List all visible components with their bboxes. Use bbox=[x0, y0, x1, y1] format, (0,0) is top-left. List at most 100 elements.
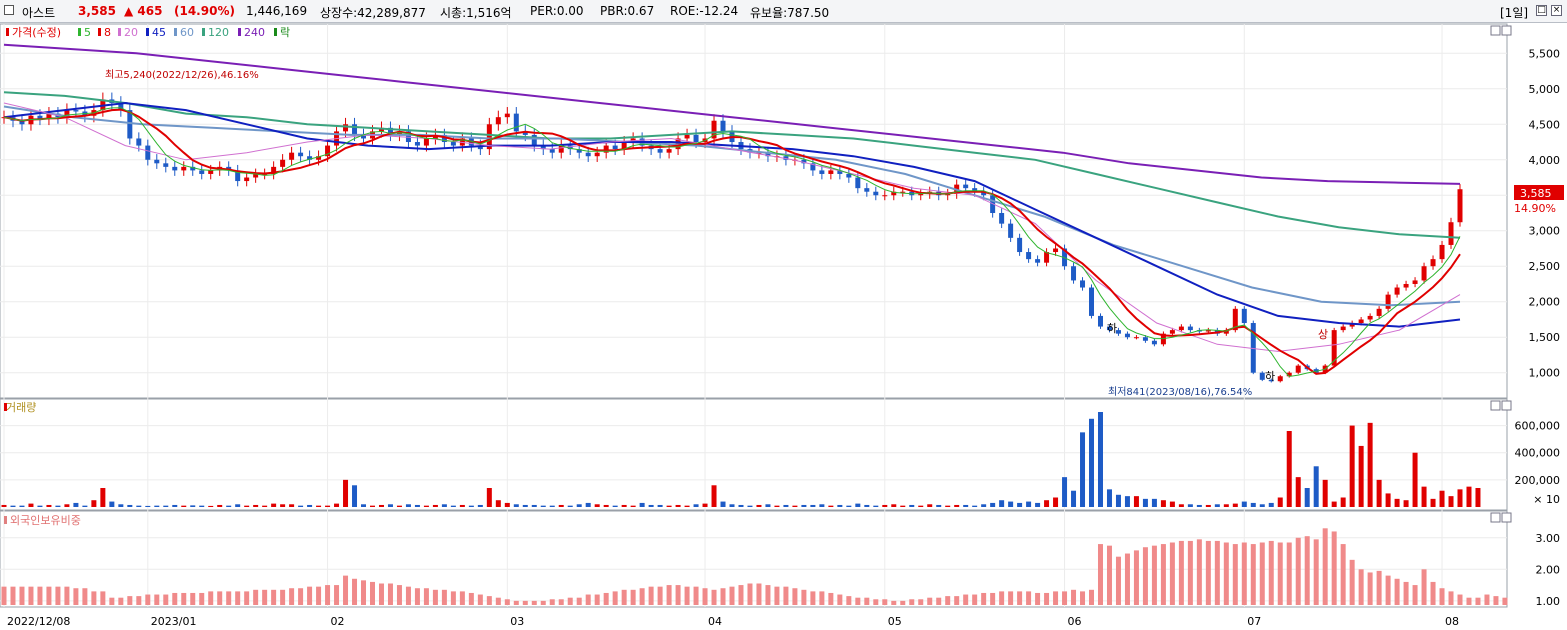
period-label[interactable]: [1일] bbox=[1500, 6, 1529, 20]
candle-body bbox=[1106, 326, 1112, 331]
foreign-bar bbox=[441, 589, 447, 605]
volume-bar bbox=[1106, 489, 1112, 507]
foreign-bar bbox=[1214, 540, 1220, 605]
candle-body bbox=[1412, 280, 1418, 284]
volume-bar bbox=[190, 505, 196, 507]
volume-legend: 거래량 bbox=[6, 401, 36, 414]
candle-body bbox=[585, 152, 591, 157]
maximize-icon[interactable]: □ bbox=[1536, 5, 1547, 16]
candle-body bbox=[1403, 283, 1409, 288]
candle-body bbox=[567, 145, 573, 150]
high-annotation: 최고5,240(2022/12/26),46.16% bbox=[105, 69, 259, 81]
volume-bar bbox=[540, 505, 546, 507]
volume-bar bbox=[1, 504, 7, 507]
volume-bar bbox=[873, 505, 879, 507]
volume-bar bbox=[576, 504, 582, 507]
select-checkbox[interactable] bbox=[4, 5, 14, 15]
volume-bar bbox=[1466, 486, 1472, 507]
volume-bar bbox=[1286, 431, 1292, 507]
foreign-bar bbox=[73, 588, 79, 605]
candle-body bbox=[720, 120, 726, 132]
volume-bar bbox=[729, 504, 735, 507]
foreign-bar bbox=[693, 586, 699, 605]
volume-bar bbox=[855, 503, 861, 507]
candle-body bbox=[1277, 376, 1283, 382]
candle-body bbox=[1232, 308, 1238, 331]
foreign-bar bbox=[612, 591, 618, 605]
candle-body bbox=[118, 102, 124, 111]
foreign-bar bbox=[1017, 591, 1023, 605]
foreign-bar bbox=[1, 586, 7, 605]
foreign-bar bbox=[414, 588, 420, 605]
volume-bar bbox=[882, 504, 888, 507]
foreign-bar bbox=[1286, 542, 1292, 605]
candle-body bbox=[603, 145, 609, 153]
foreign-bar bbox=[1340, 544, 1346, 605]
volume-bar bbox=[235, 504, 241, 507]
candle-body bbox=[900, 191, 906, 193]
foreign-bar bbox=[82, 588, 88, 605]
foreign-bar bbox=[684, 586, 690, 605]
legend-item: 45 bbox=[152, 26, 166, 39]
foreign-bar bbox=[819, 591, 825, 605]
volume-bar bbox=[747, 505, 753, 507]
volume-bar bbox=[783, 504, 789, 507]
volume-bar bbox=[621, 504, 627, 507]
volume-bar bbox=[720, 501, 726, 507]
candle-body bbox=[486, 124, 492, 150]
legend-item: 5 bbox=[84, 26, 91, 39]
ma240-line bbox=[3, 43, 1461, 185]
volume-bar bbox=[136, 505, 142, 507]
legend-marker bbox=[98, 28, 101, 36]
stock-price: 3,585 bbox=[78, 4, 116, 18]
volume-bar bbox=[639, 502, 645, 507]
volume-bar bbox=[1071, 490, 1077, 507]
volume-bar bbox=[1313, 466, 1319, 507]
candle-body bbox=[1080, 280, 1086, 288]
panel-buttons[interactable] bbox=[1490, 25, 1512, 523]
price-axis-label: 1,500 bbox=[1529, 331, 1561, 344]
volume-bar bbox=[693, 504, 699, 507]
foreign-bar bbox=[1457, 594, 1463, 605]
volume-bar bbox=[73, 502, 79, 507]
volume-bar bbox=[253, 504, 259, 507]
foreign-bar bbox=[639, 588, 645, 605]
foreign-bar bbox=[343, 575, 349, 605]
volume-bar bbox=[1259, 504, 1265, 507]
market-cap: 시총:1,516억 bbox=[440, 6, 512, 20]
candle-body bbox=[387, 127, 393, 135]
foreign-bar bbox=[1044, 592, 1050, 605]
candle-body bbox=[73, 110, 79, 112]
candle-body bbox=[1295, 365, 1301, 373]
stock-name[interactable]: 아스트 bbox=[22, 6, 56, 20]
volume-bar bbox=[46, 504, 52, 507]
foreign-bar bbox=[46, 586, 52, 605]
close-icon[interactable]: × bbox=[1551, 5, 1562, 16]
volume-bar bbox=[1223, 504, 1229, 507]
volume-bar bbox=[486, 488, 492, 507]
volume-bar bbox=[504, 502, 510, 507]
legend-item: 20 bbox=[124, 26, 138, 39]
candle-body bbox=[1367, 315, 1373, 320]
volume-bar bbox=[792, 505, 798, 507]
foreign-bar bbox=[729, 586, 735, 605]
foreign-bar bbox=[1430, 581, 1436, 605]
low-annotation: 최저841(2023/08/16),76.54% bbox=[1108, 386, 1252, 398]
price-badge bbox=[1514, 185, 1564, 200]
candle-body bbox=[298, 152, 304, 157]
foreign-bar bbox=[136, 596, 142, 605]
foreign-bar bbox=[882, 599, 888, 605]
candle-body bbox=[882, 195, 888, 197]
volume-bar bbox=[999, 500, 1005, 507]
candle-body bbox=[1439, 244, 1445, 260]
foreign-bar bbox=[963, 594, 969, 605]
volume-bar bbox=[1304, 488, 1310, 507]
volume-bar bbox=[972, 505, 978, 507]
candle-body bbox=[594, 152, 600, 157]
foreign-bar bbox=[361, 580, 367, 605]
legend-marker bbox=[174, 28, 177, 36]
volume-bar bbox=[1268, 502, 1274, 507]
volume-bar bbox=[864, 504, 870, 507]
foreign-bar bbox=[1466, 597, 1472, 605]
foreign-bar bbox=[1412, 585, 1418, 605]
